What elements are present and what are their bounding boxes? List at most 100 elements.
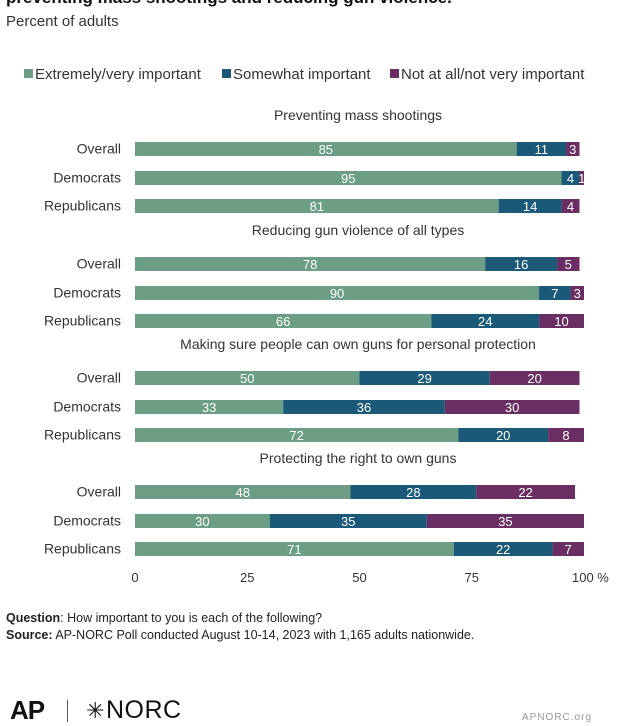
- bar-segment: [453, 542, 553, 556]
- data-label: 29: [417, 371, 431, 386]
- legend-swatch: [24, 69, 33, 78]
- bar-segment: [561, 199, 580, 213]
- data-label: 24: [478, 314, 492, 329]
- bar-segment: [552, 542, 584, 556]
- stacked-bar-chart: Extremely/very important Somewhat importa…: [24, 66, 609, 585]
- row-label: Overall: [77, 256, 121, 272]
- row-label: Overall: [77, 370, 121, 386]
- legend-item: Extremely/very important: [24, 66, 202, 83]
- legend-label: Extremely/very important: [35, 66, 202, 83]
- row-label: Overall: [77, 484, 121, 500]
- bar-segment: [135, 485, 351, 499]
- row-label: Democrats: [53, 399, 121, 415]
- data-label: 16: [514, 257, 528, 272]
- bar-segment: [135, 199, 499, 213]
- bar-segment: [135, 314, 432, 328]
- chart-title: preventing mass shootings and reducing g…: [6, 0, 452, 8]
- group-title: Making sure people can own guns for pers…: [180, 336, 536, 352]
- legend-item: Not at all/not very important: [390, 66, 585, 83]
- bar-row: Overall 48 28 22: [77, 484, 576, 500]
- data-label: 20: [527, 371, 541, 386]
- bar-row: Overall 50 29 20: [77, 370, 580, 386]
- bar-segment: [135, 257, 486, 271]
- legend-item: Somewhat important: [222, 66, 371, 83]
- chart-group: Reducing gun violence of all types Overal…: [44, 222, 584, 329]
- data-label: 4: [567, 199, 574, 214]
- bar-segment: [135, 428, 459, 442]
- norc-logo-text: NORC: [105, 696, 182, 724]
- bar-segment: [485, 257, 558, 271]
- logo-divider: [67, 700, 68, 722]
- data-label: 3: [574, 286, 581, 301]
- source-note: Source: AP-NORC Poll conducted August 10…: [6, 628, 474, 642]
- bar-segment: [431, 314, 540, 328]
- row-label: Democrats: [53, 170, 121, 186]
- source-text: AP-NORC Poll conducted August 10-14, 202…: [52, 628, 475, 642]
- bar-segment: [135, 400, 284, 414]
- data-label: 78: [303, 257, 317, 272]
- bar-segment: [135, 286, 540, 300]
- bar-row: Democrats 95 4 1: [53, 170, 585, 187]
- legend-swatch: [222, 69, 231, 78]
- bar-segment: [444, 400, 580, 414]
- data-label: 1: [578, 171, 585, 186]
- bar-segment: [135, 171, 562, 185]
- question-label: Question: [6, 611, 61, 625]
- row-label: Republicans: [44, 427, 121, 443]
- ap-logo: AP: [10, 695, 45, 725]
- question-note: Question: How important to you is each o…: [6, 611, 322, 625]
- bar-segment: [476, 485, 576, 499]
- data-label: 22: [496, 542, 510, 557]
- data-label: 81: [310, 199, 324, 214]
- bar-segment: [489, 371, 580, 385]
- data-label: 90: [330, 286, 344, 301]
- data-label: 85: [319, 142, 333, 157]
- source-label: Source:: [6, 628, 53, 642]
- data-label: 14: [523, 199, 537, 214]
- bar-row: Republicans 81 14 4: [44, 198, 580, 214]
- x-tick-label: 75: [465, 570, 479, 585]
- x-tick-label: 0: [131, 570, 138, 585]
- data-label: 10: [554, 314, 568, 329]
- norc-logo: ✳NORC: [86, 696, 182, 725]
- bar-segment: [135, 142, 517, 156]
- group-title: Protecting the right to own guns: [260, 450, 457, 466]
- bar-segment: [539, 314, 584, 328]
- data-label: 71: [287, 542, 301, 557]
- row-label: Democrats: [53, 513, 121, 529]
- row-label: Democrats: [53, 285, 121, 301]
- bar-segment: [359, 371, 490, 385]
- chart-subtitle: Percent of adults: [6, 13, 119, 30]
- bar-row: Democrats 33 36 30: [53, 399, 580, 415]
- bar-row: Democrats 90 7 3: [53, 285, 584, 301]
- bar-segment: [458, 428, 549, 442]
- group-title: Reducing gun violence of all types: [252, 222, 464, 238]
- bar-row: Overall 85 11 3: [77, 141, 580, 157]
- data-label: 20: [496, 428, 510, 443]
- row-label: Republicans: [44, 541, 121, 557]
- chart-group: Preventing mass shootings Overall 85 11 3 Dem…: [44, 107, 585, 214]
- bar-segment: [498, 199, 562, 213]
- bar-segment: [135, 371, 360, 385]
- bar-row: Overall 78 16 5: [77, 256, 580, 272]
- bar-row: Republicans 66 24 10: [44, 313, 584, 329]
- data-label: 36: [357, 400, 371, 415]
- site-credit: APNORC.org: [522, 712, 593, 723]
- bar-segment: [539, 286, 571, 300]
- x-tick-label: 25: [240, 570, 254, 585]
- bar-segment: [561, 171, 580, 185]
- bar-row: Republicans 72 20 8: [44, 427, 584, 443]
- data-label: 4: [567, 171, 574, 186]
- data-label: 48: [236, 485, 250, 500]
- bar-segment: [135, 514, 270, 528]
- chart-group: Making sure people can own guns for pers…: [44, 336, 584, 443]
- data-label: 3: [569, 142, 576, 157]
- data-label: 35: [498, 514, 512, 529]
- data-label: 72: [289, 428, 303, 443]
- group-title: Preventing mass shootings: [274, 107, 442, 123]
- bar-segment: [570, 286, 584, 300]
- bar-segment: [579, 171, 584, 185]
- bar-segment: [283, 400, 445, 414]
- bar-segment: [548, 428, 584, 442]
- data-label: 66: [276, 314, 290, 329]
